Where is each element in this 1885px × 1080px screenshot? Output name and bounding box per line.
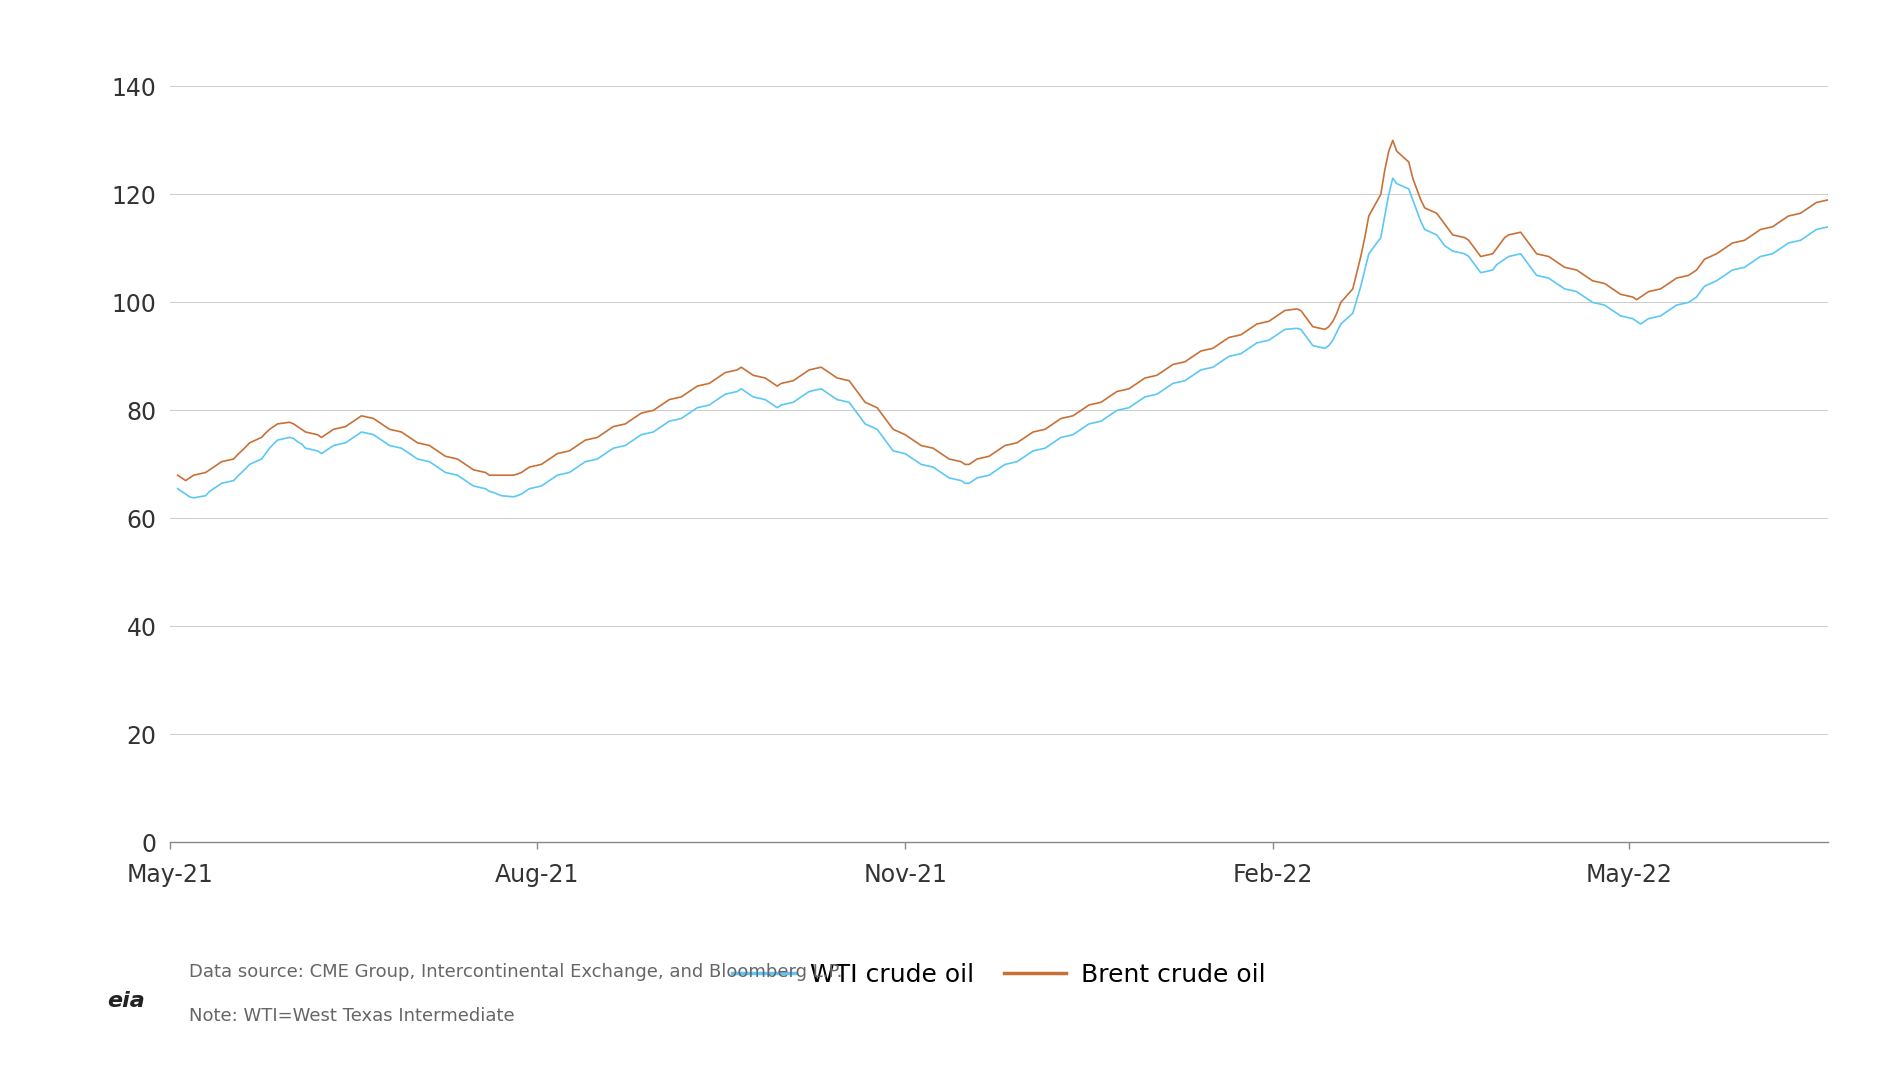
Text: eia: eia [107, 990, 145, 1011]
Text: Note: WTI=West Texas Intermediate: Note: WTI=West Texas Intermediate [188, 1007, 515, 1025]
Text: Data source: CME Group, Intercontinental Exchange, and Bloomberg L.P.: Data source: CME Group, Intercontinental… [188, 963, 843, 982]
Legend: WTI crude oil, Brent crude oil: WTI crude oil, Brent crude oil [722, 954, 1276, 997]
